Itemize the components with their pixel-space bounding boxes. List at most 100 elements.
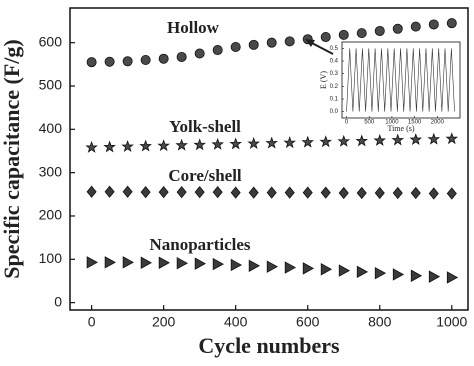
marker [391,133,405,146]
marker [427,132,441,145]
x-tick-label: 2000 [431,120,445,126]
marker [104,185,115,198]
marker [266,37,277,48]
y-axis-title: E (V) [319,71,328,89]
x-tick-label: 400 [224,314,248,330]
marker [320,186,331,199]
marker [428,19,439,30]
marker [158,53,169,64]
marker [356,28,367,39]
marker [103,140,116,153]
x-tick-label: 500 [364,120,375,126]
marker [86,185,97,198]
marker [428,187,439,200]
marker [86,57,97,68]
marker [157,139,170,152]
marker [302,186,313,199]
y-tick-label: 600 [39,33,63,49]
marker [374,186,385,200]
marker [122,185,133,198]
marker [176,51,187,62]
x-tick-label: 600 [296,314,320,330]
marker [392,268,405,281]
marker [248,186,259,199]
marker [301,135,314,148]
marker [266,186,277,199]
marker [374,25,385,36]
marker [266,260,279,273]
marker [86,256,98,269]
y-tick-label: 0.5 [330,46,339,52]
x-tick-label: 1000 [385,120,399,126]
x-tick-label: 1000 [436,314,467,330]
marker [337,134,350,147]
marker [446,187,457,200]
marker [410,21,421,32]
marker [338,186,349,200]
x-axis-title: Time (s) [387,124,414,133]
arrow-head [305,39,315,47]
y-tick-label: 0.0 [330,109,339,115]
marker [284,261,297,274]
marker [104,56,115,67]
y-tick-label: 0.4 [330,59,339,65]
marker [194,48,205,59]
marker [248,39,259,50]
x-tick-label: 800 [368,314,392,330]
marker [85,140,98,153]
marker [284,186,295,199]
marker [140,54,151,65]
marker [230,41,241,52]
y-tick-label: 400 [39,120,63,136]
marker [284,36,295,47]
marker [355,134,369,147]
marker [445,132,459,145]
marker [373,134,387,146]
marker [392,23,403,34]
inset-plot: 0 500 1000 1500 2000 0.0 0.1 0.2 0.3 0.4 0.5 Time (… [319,41,461,133]
marker [319,135,332,148]
marker [212,186,223,199]
marker [302,262,315,275]
x-tick-label: 1500 [408,120,422,126]
marker [229,137,242,150]
marker [230,258,243,272]
marker [104,256,116,269]
marker [247,137,260,149]
marker [338,264,351,277]
y-tick-label: 0.2 [330,84,339,90]
y-tick-label: 100 [39,250,63,266]
marker [410,269,423,282]
marker [356,265,369,279]
marker [283,136,296,149]
marker [248,259,261,272]
marker [212,257,225,271]
marker [158,186,169,199]
marker [446,18,457,29]
y-tick-label: 200 [39,207,63,223]
marker [176,186,187,199]
series-label: Yolk-shell [169,117,241,136]
y-axis-title: Specific capacitance (F/g) [0,39,24,279]
marker [265,136,278,149]
marker [122,256,134,269]
marker [320,32,331,43]
marker [176,257,188,270]
marker [212,45,223,56]
y-tick-label: 0.1 [330,97,339,103]
marker [428,270,441,283]
marker [374,266,387,280]
x-tick-label: 0 [345,120,349,126]
y-tick-label: 0.3 [330,71,339,77]
marker [356,186,367,200]
marker [211,137,224,150]
marker [121,140,134,152]
series-label: Hollow [167,18,220,37]
x-axis-title: Cycle numbers [198,333,340,358]
marker [193,138,206,151]
series-label: Core/shell [168,166,242,185]
marker [320,263,333,276]
marker [175,138,188,151]
marker [194,186,205,199]
